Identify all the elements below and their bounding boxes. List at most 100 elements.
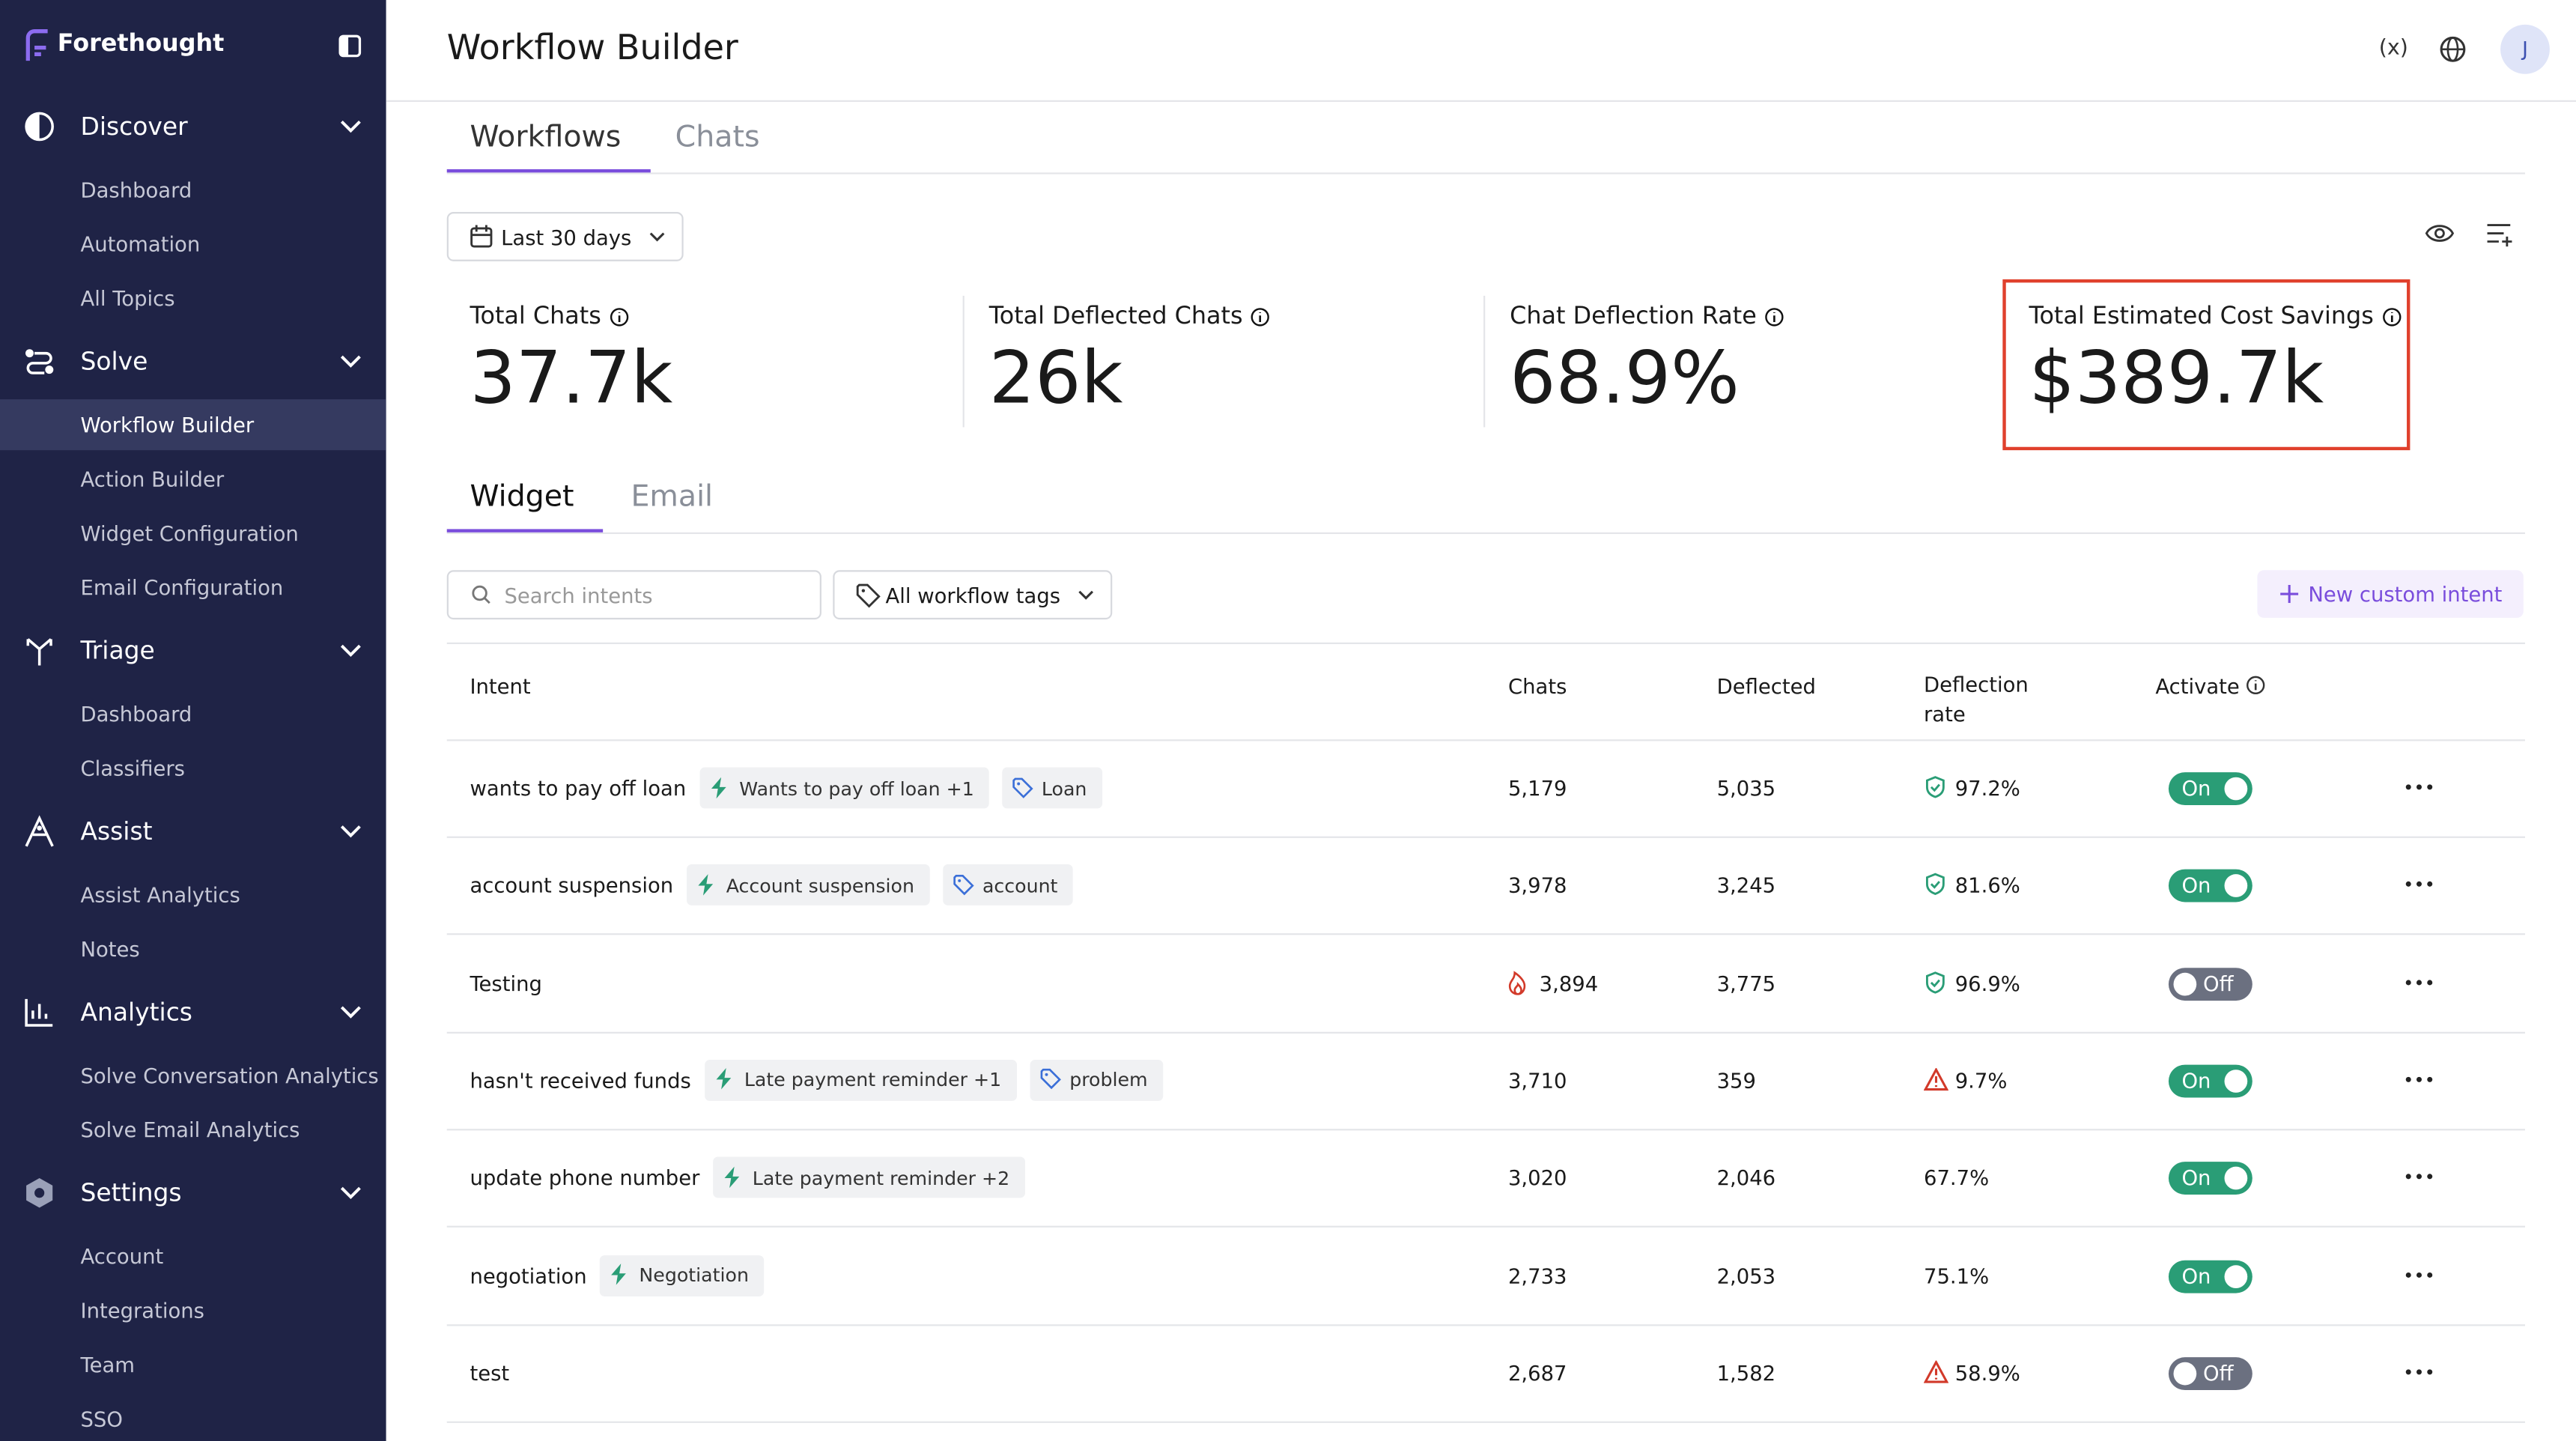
- subtab-border: [446, 532, 2525, 535]
- section-label[interactable]: Analytics: [80, 997, 192, 1028]
- new-intent-button[interactable]: New custom intent: [2257, 570, 2524, 618]
- chats: 3,978: [1507, 873, 1567, 898]
- nav-item[interactable]: Automation: [80, 231, 201, 257]
- toggle-knob: [2224, 1167, 2248, 1190]
- nav-item[interactable]: Integrations: [80, 1298, 204, 1323]
- highlight-box: [2002, 279, 2411, 451]
- nav-item[interactable]: Action Builder: [80, 467, 225, 491]
- more-menu: [2405, 979, 2433, 985]
- chats: 2,733: [1507, 1262, 1567, 1287]
- nav-item[interactable]: Workflow Builder: [80, 412, 255, 437]
- metric-value: 26k: [988, 336, 1123, 421]
- subtab[interactable]: Widget: [470, 479, 574, 515]
- avatar[interactable]: J: [2500, 24, 2550, 74]
- nav-item[interactable]: Account: [80, 1243, 164, 1269]
- more-menu: [2405, 1271, 2433, 1277]
- column-header: Deflected: [1716, 673, 1816, 699]
- toggle[interactable]: On: [2168, 1259, 2253, 1293]
- section-label[interactable]: Assist: [80, 816, 153, 846]
- subtab[interactable]: Email: [631, 479, 714, 515]
- toggle[interactable]: Off: [2168, 967, 2253, 1001]
- logo-icon: [25, 29, 48, 61]
- toggle[interactable]: On: [2168, 1064, 2253, 1098]
- section-label[interactable]: Discover: [80, 112, 188, 142]
- nav-item[interactable]: Classifiers: [80, 756, 185, 781]
- section-label[interactable]: Settings: [80, 1178, 182, 1208]
- toggle-knob: [2173, 971, 2197, 995]
- toggle[interactable]: On: [2168, 870, 2253, 903]
- nav-item[interactable]: SSO: [80, 1406, 123, 1431]
- rate-icon: [1925, 776, 1945, 798]
- tag-chip: Late payment reminder +2: [713, 1156, 1024, 1198]
- toggle[interactable]: On: [2168, 772, 2253, 806]
- tag-chip-label: problem: [1069, 1068, 1148, 1092]
- nav-item[interactable]: Dashboard: [80, 701, 192, 726]
- eye-icon[interactable]: [2425, 222, 2455, 245]
- section-label[interactable]: Triage: [80, 636, 155, 666]
- nav-item[interactable]: Assist Analytics: [80, 882, 240, 908]
- nav-item[interactable]: Solve Conversation Analytics: [80, 1063, 379, 1088]
- toggle-knob: [2224, 874, 2248, 898]
- active-item-bg: [0, 399, 386, 451]
- header-border: [386, 100, 2576, 103]
- tag-chip-icon: [611, 1263, 626, 1285]
- deflection-rate: 75.1%: [1924, 1262, 1990, 1287]
- info-icon: [1765, 308, 1784, 327]
- tab[interactable]: Chats: [675, 120, 760, 155]
- collapse-icon[interactable]: [338, 34, 362, 58]
- search-box[interactable]: Search intents: [446, 570, 821, 620]
- deflected: 2,046: [1716, 1165, 1776, 1190]
- nav-item[interactable]: Email Configuration: [80, 574, 284, 600]
- intent-name[interactable]: hasn't received funds: [470, 1067, 691, 1093]
- section-icon: [25, 998, 53, 1027]
- chevron: [340, 825, 361, 838]
- toggle[interactable]: Off: [2168, 1356, 2253, 1390]
- nav-item[interactable]: Widget Configuration: [80, 521, 299, 546]
- tag-chip-label: Late payment reminder +1: [744, 1068, 1002, 1092]
- columns-icon[interactable]: [2485, 222, 2515, 248]
- section-label[interactable]: Solve: [80, 346, 148, 377]
- globe-icon[interactable]: [2438, 34, 2467, 64]
- tag-filter[interactable]: All workflow tags: [833, 570, 1113, 620]
- tag-chip: Late payment reminder +1: [705, 1059, 1016, 1101]
- logo: Forethought: [57, 31, 225, 58]
- search-icon: [472, 585, 490, 604]
- rate-icon: [1924, 1067, 1948, 1090]
- intent-name[interactable]: test: [470, 1360, 510, 1385]
- chevron: [340, 355, 361, 368]
- deflected: 3,775: [1716, 970, 1776, 995]
- toggle[interactable]: On: [2168, 1162, 2253, 1195]
- tab[interactable]: Workflows: [470, 120, 622, 155]
- toggle-knob: [2224, 1264, 2248, 1287]
- toggle-label: On: [2181, 1067, 2211, 1093]
- metric-value: 68.9%: [1510, 336, 1740, 421]
- toggle-label: Off: [2202, 1360, 2234, 1385]
- nav-item[interactable]: Notes: [80, 936, 140, 962]
- more-menu: [2405, 1076, 2433, 1082]
- intent-name[interactable]: account suspension: [470, 873, 674, 898]
- intent-name[interactable]: negotiation: [470, 1262, 587, 1287]
- metric-divider: [962, 295, 965, 428]
- intent-name[interactable]: update phone number: [470, 1165, 700, 1190]
- rate-icon: [1925, 971, 1945, 993]
- intent-name[interactable]: Testing: [470, 970, 542, 995]
- toggle-label: Off: [2202, 970, 2234, 995]
- nav-item[interactable]: Solve Email Analytics: [80, 1117, 300, 1142]
- nav-item[interactable]: All Topics: [80, 285, 175, 311]
- tag-chip: Negotiation: [599, 1255, 764, 1296]
- deflection-rate: 9.7%: [1954, 1067, 2008, 1093]
- info-icon[interactable]: [2246, 676, 2265, 695]
- nav-item[interactable]: Team: [80, 1352, 136, 1377]
- variables-button[interactable]: (x): [2378, 36, 2408, 61]
- row-border: [446, 933, 2525, 935]
- metric-divider: [1483, 295, 1486, 428]
- tag-chip-icon: [716, 1068, 732, 1090]
- deflected: 359: [1716, 1067, 1756, 1093]
- date-filter[interactable]: Last 30 days: [446, 212, 684, 261]
- table-border: [446, 642, 2525, 645]
- rate-icon: [1925, 873, 1945, 896]
- deflected: 2,053: [1716, 1262, 1776, 1287]
- nav-item[interactable]: Dashboard: [80, 177, 192, 202]
- intent-name[interactable]: wants to pay off loan: [470, 775, 687, 801]
- row-border: [446, 1323, 2525, 1326]
